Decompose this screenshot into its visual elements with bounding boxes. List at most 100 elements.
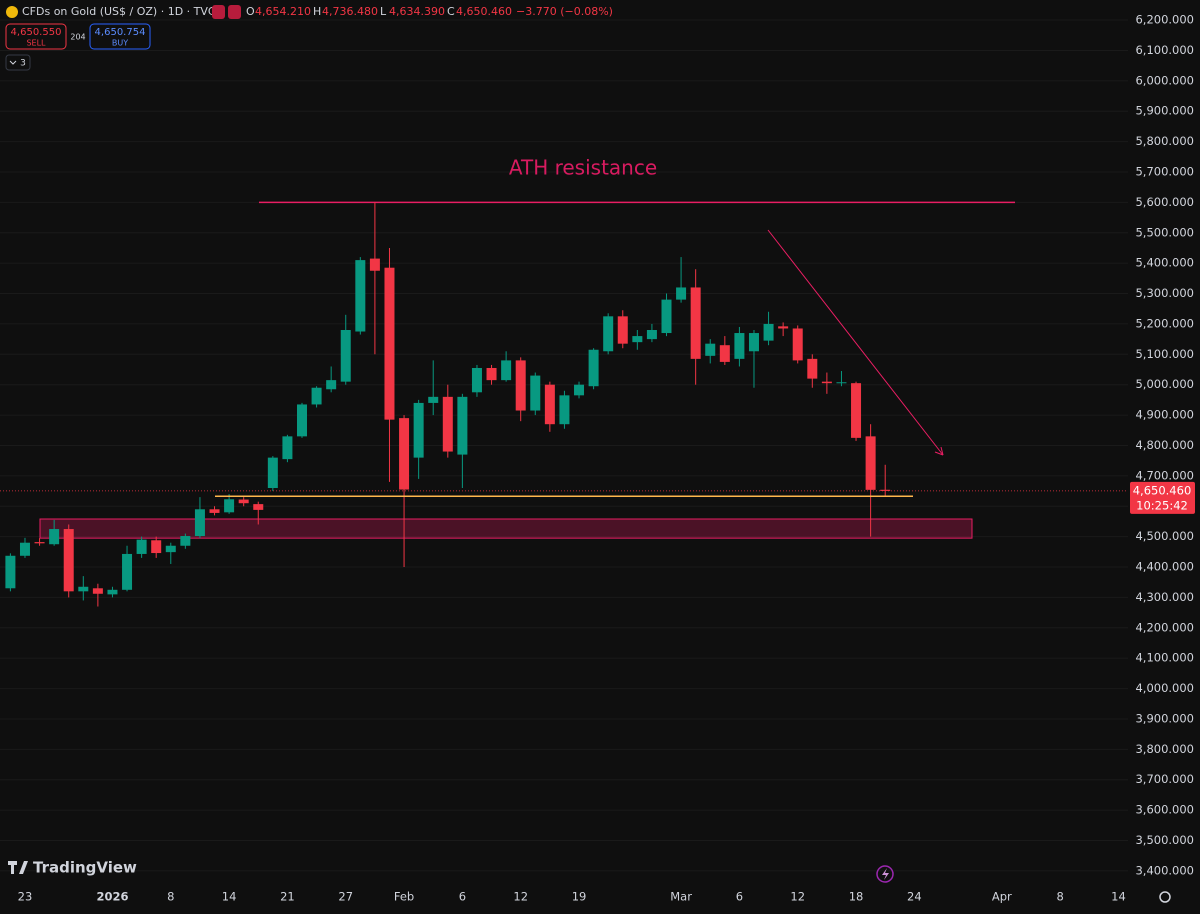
x-tick-label: 18 (849, 890, 864, 904)
settings-icon[interactable] (1159, 891, 1171, 903)
candle-body (194, 509, 205, 537)
countdown: 10:25:42 (1136, 498, 1188, 512)
y-tick-label: 4,400.000 (1135, 560, 1194, 574)
x-tick-label: 14 (222, 890, 237, 904)
candle-body (384, 267, 395, 420)
x-tick-label: 19 (572, 890, 587, 904)
candle-body (778, 326, 789, 329)
brand-logo (8, 861, 28, 874)
x-tick-label: 6 (459, 890, 466, 904)
y-tick-label: 3,900.000 (1135, 711, 1194, 725)
x-tick-label: 8 (1056, 890, 1063, 904)
sell-price: 4,650.550 (11, 27, 62, 38)
ohlc-key: H (313, 5, 321, 18)
ohlc-legend: O 4,654.210 H 4,736.480 L 4,634.390 C 4,650.460… (246, 5, 613, 18)
candle-body (880, 489, 891, 491)
drawings (39, 201, 1015, 539)
candle-body (253, 504, 264, 510)
candle-body (224, 499, 235, 513)
y-tick-label: 4,000.000 (1135, 681, 1194, 695)
candle-body (530, 375, 541, 411)
chevron (9, 60, 17, 65)
y-tick-label: 6,100.000 (1135, 43, 1194, 57)
y-tick-label: 3,500.000 (1135, 833, 1194, 847)
candle-body (442, 396, 453, 452)
y-tick-label: 4,200.000 (1135, 620, 1194, 634)
ohlc-value: 4,634.390 (389, 5, 445, 18)
ohlc-value: 4,654.210 (255, 5, 311, 18)
last-price-box (1130, 481, 1195, 514)
y-tick-label: 3,800.000 (1135, 742, 1194, 756)
x-tick-label: 2026 (96, 890, 128, 904)
y-tick-label: 5,200.000 (1135, 316, 1194, 330)
x-tick-label: 12 (790, 890, 805, 904)
ohlc-key: C (447, 5, 455, 18)
candle-body (865, 436, 876, 490)
candle-body (209, 509, 220, 513)
ohlc-value: 4,736.480 (322, 5, 378, 18)
lightning-icon[interactable] (876, 865, 894, 883)
candle-body (428, 396, 439, 403)
candle-body (5, 555, 16, 589)
candle-body (748, 333, 759, 352)
candle-body (515, 360, 526, 411)
candle-body (690, 287, 701, 359)
candle-body (63, 529, 74, 592)
annotation: ATH resistance (509, 156, 657, 180)
arrow-head (934, 446, 944, 456)
y-tick-label: 4,700.000 (1135, 468, 1194, 482)
spread: 204 (70, 33, 85, 42)
symbol-icon (6, 6, 18, 18)
y-tick-label: 4,300.000 (1135, 590, 1194, 604)
candle-body (19, 542, 30, 556)
candle-body (326, 380, 337, 390)
candle-body (851, 383, 862, 438)
candle-body (355, 260, 366, 332)
x-tick-label: 24 (907, 890, 922, 904)
x-tick-label: 12 (513, 890, 528, 904)
status-icon (228, 5, 241, 19)
y-tick-label: 3,400.000 (1135, 863, 1194, 877)
candle-body (661, 299, 672, 334)
candle-body (705, 343, 716, 356)
candle-body (340, 330, 351, 382)
y-tick-label: 3,700.000 (1135, 772, 1194, 786)
x-tick-label: 14 (1111, 890, 1126, 904)
candle-body (574, 384, 585, 396)
buy-button[interactable] (89, 23, 151, 50)
candle-body (807, 358, 818, 379)
candle-body (180, 536, 191, 546)
candle-body (588, 349, 599, 387)
y-tick-label: 5,500.000 (1135, 225, 1194, 239)
sell-label: SELL (26, 39, 46, 48)
ohlc-key: O (246, 5, 255, 18)
buy-price: 4,650.754 (95, 27, 146, 38)
candle-body (267, 457, 278, 489)
sell-button[interactable] (5, 23, 67, 50)
candle-body (136, 539, 147, 554)
x-tick-label: Apr (992, 890, 1012, 904)
candle-body (544, 384, 555, 425)
candle-body (413, 402, 424, 458)
lightning-bolt (882, 868, 889, 880)
axes: 3,400.000 3,500.000 3,600.000 3,700.000 3,80… (18, 13, 1195, 904)
y-tick-label: 4,800.000 (1135, 438, 1194, 452)
candle-body (603, 316, 614, 352)
symbol-title: CFDs on Gold (US$ / OZ) · 1D · TVC (22, 5, 216, 18)
candle-body (836, 382, 847, 384)
x-tick-label: 27 (338, 890, 353, 904)
indicators-toggle[interactable] (5, 54, 31, 71)
candle-body (369, 258, 380, 271)
y-tick-label: 3,600.000 (1135, 803, 1194, 817)
y-tick-label: 5,400.000 (1135, 256, 1194, 270)
y-tick-label: 4,900.000 (1135, 408, 1194, 422)
candle-body (49, 529, 60, 545)
y-tick-label: 5,900.000 (1135, 104, 1194, 118)
x-tick-label: 23 (18, 890, 33, 904)
candle-body (122, 553, 133, 590)
candle-body (238, 499, 249, 504)
x-tick-label: 6 (736, 890, 743, 904)
candle-body (92, 588, 103, 594)
candle-body (792, 328, 803, 361)
